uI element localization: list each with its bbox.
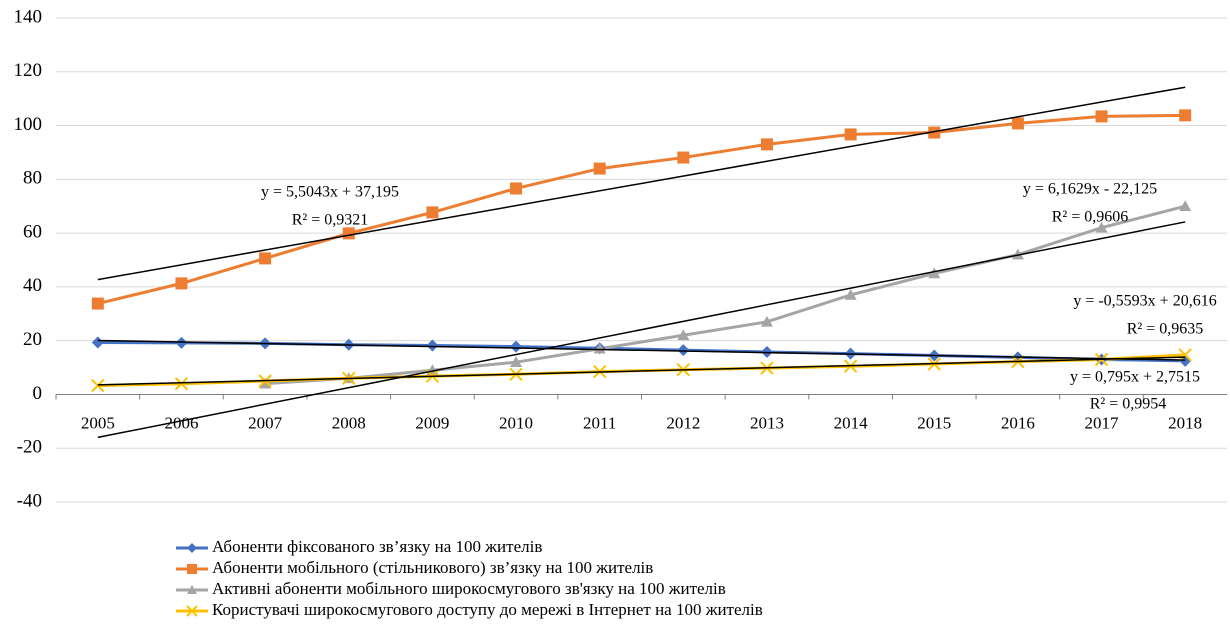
y-tick-label: -40	[17, 490, 42, 511]
data-point	[1179, 200, 1192, 212]
x-tick-label: 2009	[415, 413, 449, 432]
trendline	[97, 339, 1186, 361]
data-point	[510, 182, 523, 195]
data-point	[91, 378, 105, 393]
x-tick-label: 2008	[332, 413, 366, 432]
legend-label: Абоненти мобільного (стільникового) зв’я…	[212, 558, 653, 577]
x-tick-label: 2014	[834, 413, 869, 432]
data-point	[259, 252, 272, 265]
x-tick-label: 2017	[1085, 413, 1120, 432]
x-tick-label: 2016	[1001, 413, 1035, 432]
data-point	[1095, 110, 1108, 123]
data-point	[1095, 221, 1108, 233]
data-point	[1179, 109, 1192, 122]
y-tick-label: 80	[23, 168, 42, 189]
trend-r2: R² = 0,9954	[1090, 396, 1167, 413]
x-tick-label: 2013	[750, 413, 784, 432]
x-tick-label: 2018	[1168, 413, 1202, 432]
data-point	[844, 288, 857, 300]
x-tick-label: 2005	[81, 413, 115, 432]
x-tick-label: 2011	[583, 413, 616, 432]
data-point	[928, 267, 941, 279]
legend-marker	[186, 605, 198, 617]
data-point	[426, 206, 439, 219]
data-point	[426, 339, 439, 352]
series-line	[97, 113, 1186, 306]
y-tick-label: 120	[14, 60, 43, 81]
data-point	[844, 128, 857, 141]
data-point	[593, 162, 606, 175]
x-tick-label: 2015	[917, 413, 951, 432]
y-tick-label: 140	[14, 6, 43, 27]
y-tick-label: 0	[33, 383, 43, 404]
trend-r2: R² = 0,9321	[292, 212, 369, 229]
data-point	[174, 376, 189, 391]
y-tick-label: 20	[23, 329, 42, 350]
y-tick-label: 40	[23, 275, 42, 296]
data-point	[510, 356, 523, 367]
trend-equation: y = 6,1629x - 22,125	[1023, 181, 1157, 198]
legend-marker	[187, 564, 197, 574]
data-point	[593, 342, 606, 354]
trendline	[97, 221, 1186, 439]
data-point	[342, 227, 355, 240]
x-tick-label: 2012	[666, 413, 700, 432]
data-point	[91, 336, 104, 349]
x-tick-label: 2007	[248, 413, 283, 432]
trend-r2: R² = 0,9606	[1052, 209, 1129, 226]
trend-equation: y = 5,5043x + 37,195	[261, 184, 399, 201]
data-point	[175, 277, 188, 290]
trendline	[97, 356, 1186, 386]
y-tick-label: 100	[14, 114, 43, 135]
x-tick-label: 2006	[164, 413, 198, 432]
x-tick-label: 2010	[499, 413, 533, 432]
data-point	[259, 377, 272, 389]
legend-label: Активні абоненти мобільного широкосмугов…	[212, 579, 726, 598]
data-point	[91, 297, 104, 310]
legend-marker	[187, 543, 197, 553]
trend-r2: R² = 0,9635	[1127, 321, 1204, 338]
data-point	[510, 340, 523, 353]
trendline	[97, 86, 1186, 281]
data-point	[677, 151, 690, 164]
legend-marker	[187, 585, 197, 594]
data-point	[1178, 348, 1192, 362]
data-point	[760, 138, 773, 151]
data-point	[760, 315, 773, 327]
data-point	[677, 344, 690, 357]
data-point	[677, 329, 690, 341]
y-tick-label: -20	[17, 437, 42, 458]
y-tick-label: 60	[23, 221, 42, 242]
legend-label: Користувачі широкосмугового доступу до м…	[212, 600, 763, 619]
trend-equation: y = 0,795x + 2,7515	[1070, 369, 1200, 386]
data-point	[175, 336, 188, 349]
trend-equation: y = -0,5593x + 20,616	[1073, 293, 1216, 310]
data-point	[1011, 117, 1024, 130]
legend-label: Абоненти фіксованого зв’язку на 100 жите…	[212, 537, 542, 556]
data-point	[928, 126, 941, 139]
series-line	[265, 204, 1186, 386]
data-point	[1011, 248, 1024, 260]
